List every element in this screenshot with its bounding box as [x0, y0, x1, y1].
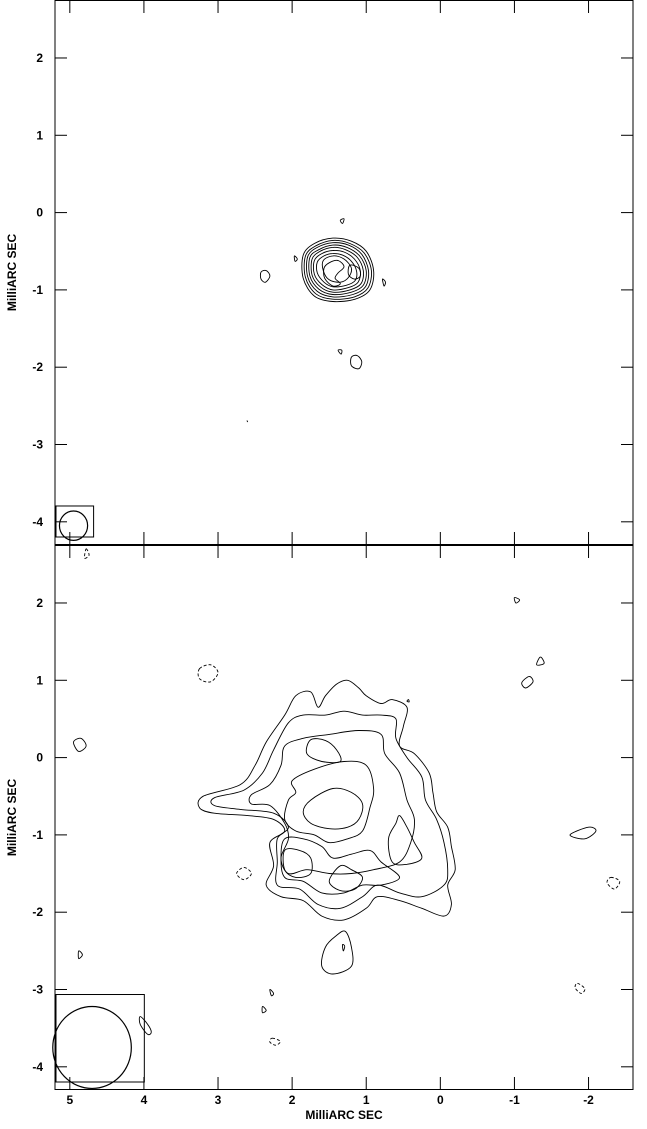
top-y-tick-label: -4 — [32, 515, 43, 529]
bottom-x-tick-label: 5 — [66, 1093, 73, 1107]
contour-level-1 — [269, 989, 275, 997]
contour-level-2 — [342, 944, 346, 952]
contour-level-3 — [280, 836, 401, 895]
contour-level-1 — [138, 1016, 152, 1036]
top-y-tick-label: -3 — [32, 438, 43, 452]
contour-level-1 — [382, 278, 386, 287]
bottom-x-tick-label: 3 — [215, 1093, 222, 1107]
top-plot-frame — [54, 0, 634, 545]
top-y-tick-label: -2 — [32, 360, 43, 374]
bottom-x-tick-label: 1 — [363, 1093, 370, 1107]
contour-level-1 — [246, 420, 249, 423]
negative-contour — [84, 548, 90, 559]
bottom-y-tick-label: -2 — [32, 905, 43, 919]
top-y-axis-label: MilliARC SEC — [5, 234, 19, 312]
bottom-y-tick-label: -4 — [32, 1060, 43, 1074]
contour-level-5 — [328, 864, 363, 892]
bottom-contour-layer — [73, 548, 621, 1046]
contour-level-1 — [350, 354, 363, 370]
contour-level-5 — [305, 738, 342, 764]
contour-level-1 — [301, 237, 375, 303]
contour-level-9 — [323, 259, 345, 287]
bottom-x-tick-label: -2 — [583, 1093, 594, 1107]
bottom-y-tick-label: -1 — [32, 828, 43, 842]
contour-level-1 — [321, 930, 354, 975]
bottom-panel: 5 4 3 2 1 0 -1 -2 2 1 0 -1 -2 -3 -4 MilliARC SEC MilliAR… — [5, 545, 634, 1122]
contour-level-1 — [293, 255, 298, 262]
contour-level-5 — [387, 815, 423, 866]
bottom-y-tick-label: -3 — [32, 983, 43, 997]
bottom-plot-frame — [54, 545, 634, 1090]
bottom-x-tick-label: 4 — [141, 1093, 148, 1107]
top-beam-ellipse — [58, 510, 89, 541]
bottom-x-tick-label: 0 — [437, 1093, 444, 1107]
contour-level-7 — [316, 253, 358, 288]
bottom-y-tick-label: 1 — [36, 673, 43, 687]
top-beam-box — [55, 505, 95, 538]
negative-contour — [606, 876, 621, 890]
bottom-y-tick-label: 2 — [36, 596, 43, 610]
contour-level-1 — [521, 675, 534, 689]
negative-contour — [197, 664, 219, 683]
contour-level-5 — [302, 787, 364, 830]
bottom-y-tick-label: 0 — [36, 751, 43, 765]
contour-level-1 — [569, 826, 597, 840]
contour-level-8 — [321, 255, 353, 283]
top-y-tick-label: 1 — [36, 128, 43, 142]
contour-level-1 — [339, 218, 345, 224]
top-panel: 2 1 0 -1 -2 -3 -4 MilliARC SEC — [5, 0, 634, 545]
contour-level-1 — [513, 597, 521, 604]
negative-contour — [269, 1037, 281, 1046]
contour-level-1 — [536, 656, 545, 666]
top-y-tick-label: 2 — [36, 51, 43, 65]
contour-level-2 — [303, 239, 372, 300]
contour-level-3 — [306, 242, 370, 298]
top-contour-layer — [246, 218, 386, 423]
contour-level-5 — [310, 246, 364, 293]
contour-level-1 — [73, 737, 87, 752]
contour-level-1 — [197, 679, 456, 921]
contour-level-4 — [283, 760, 375, 844]
bottom-x-axis-label: MilliARC SEC — [305, 1108, 383, 1122]
bottom-y-axis-label: MilliARC SEC — [5, 779, 19, 857]
contour-level-2 — [210, 710, 449, 910]
top-y-tick-label: 0 — [36, 206, 43, 220]
top-y-tick-label: -1 — [32, 283, 43, 297]
contour-level-3 — [248, 730, 415, 875]
contour-level-4 — [308, 244, 367, 296]
contour-level-1 — [259, 269, 271, 283]
contour-level-1 — [337, 349, 343, 355]
contour-level-1 — [261, 1006, 267, 1014]
negative-contour — [236, 866, 252, 881]
bottom-x-tick-label: 2 — [289, 1093, 296, 1107]
contour-level-1 — [406, 699, 410, 703]
bottom-beam-box — [55, 994, 145, 1083]
negative-contour — [574, 982, 586, 994]
bottom-x-tick-label: -1 — [509, 1093, 520, 1107]
bottom-beam-ellipse — [52, 1005, 132, 1090]
contour-level-10 — [347, 264, 362, 280]
contour-level-1 — [77, 950, 83, 960]
contour-level-5 — [282, 848, 313, 879]
